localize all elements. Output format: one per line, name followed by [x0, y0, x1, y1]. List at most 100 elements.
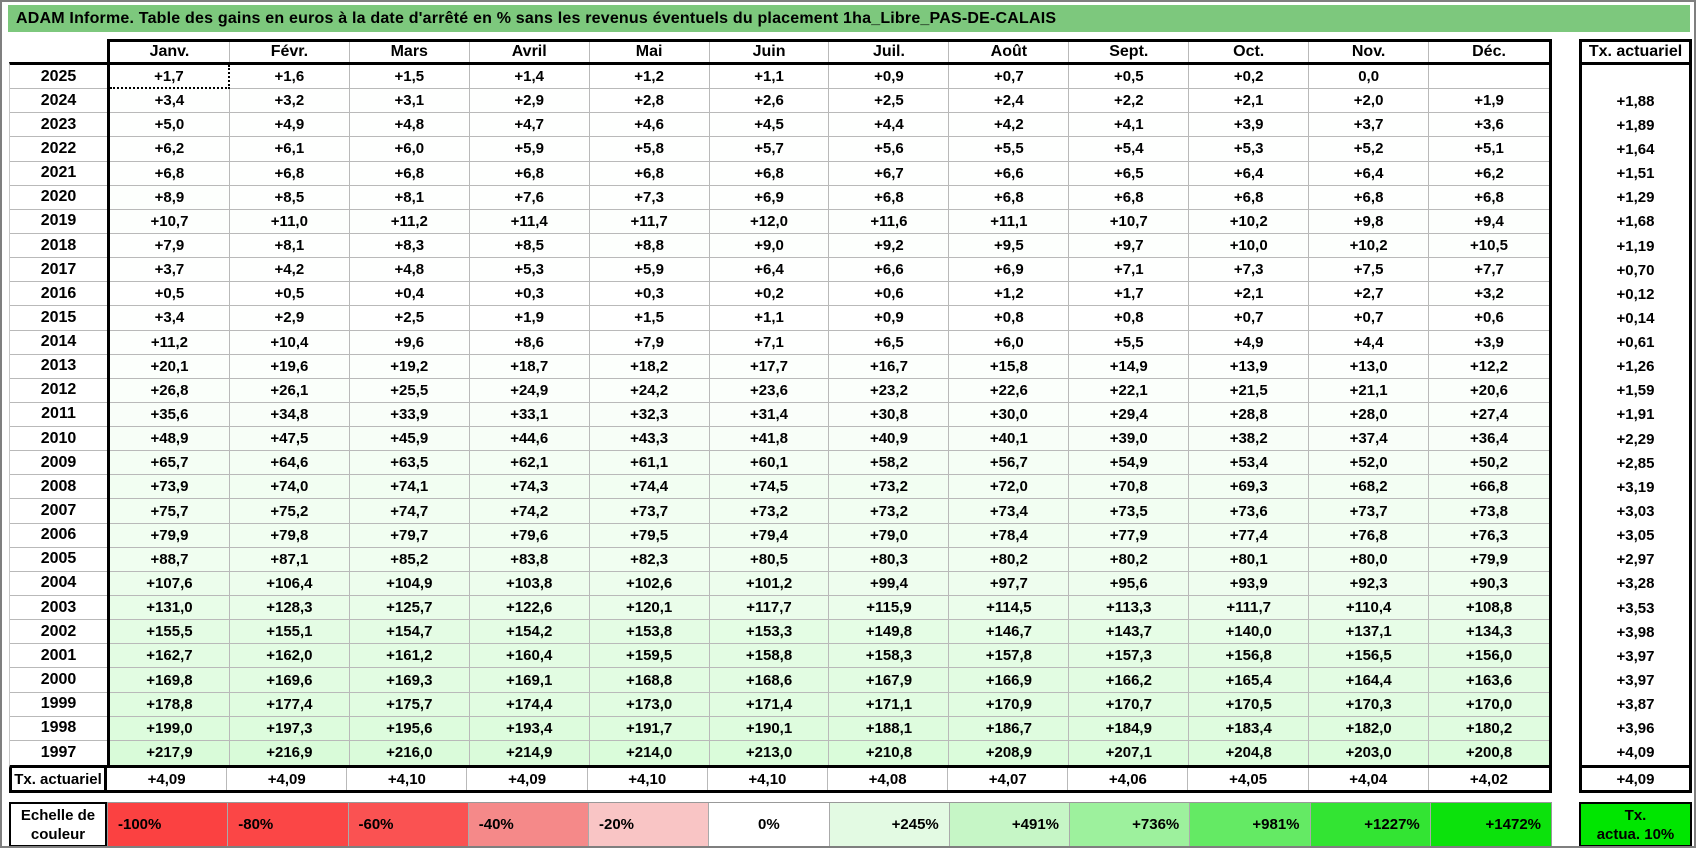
gain-cell[interactable]: +7,1 [1069, 258, 1190, 283]
gain-cell[interactable]: +6,8 [589, 161, 710, 186]
gain-cell[interactable]: +6,8 [349, 161, 470, 186]
gain-cell[interactable]: +6,5 [829, 330, 950, 355]
gain-cell[interactable]: +9,0 [709, 233, 830, 259]
tx-actuariel-cell[interactable]: +1,91 [1616, 406, 1655, 424]
gain-cell[interactable]: +2,6 [709, 89, 830, 114]
year-label[interactable]: 2010 [10, 427, 107, 452]
tx-actuariel-cell[interactable]: +0,61 [1616, 334, 1655, 352]
gain-cell[interactable]: +11,7 [589, 209, 710, 234]
gain-cell[interactable]: +0,8 [1069, 306, 1190, 331]
gain-cell[interactable]: +190,1 [709, 716, 830, 741]
gain-cell[interactable]: +32,3 [589, 402, 710, 428]
gain-cell[interactable]: +169,8 [110, 668, 230, 693]
gain-cell[interactable]: +3,1 [349, 89, 470, 114]
gain-cell[interactable]: +158,3 [829, 644, 950, 669]
gain-cell[interactable]: +6,4 [1189, 161, 1310, 186]
tx-actuariel-cell[interactable]: +2,97 [1616, 551, 1655, 569]
gain-cell[interactable]: +9,2 [829, 233, 950, 259]
year-label[interactable]: 2025 [10, 65, 107, 90]
tx-actuariel-cell[interactable]: +3,53 [1616, 599, 1655, 617]
gain-cell[interactable]: +11,0 [229, 209, 350, 234]
gain-cell[interactable]: +10,4 [229, 330, 350, 355]
tx-row-cell[interactable]: +4,02 [1469, 770, 1508, 788]
year-label[interactable]: 2019 [10, 210, 107, 234]
gain-cell[interactable]: +6,8 [1189, 185, 1310, 210]
gain-cell[interactable]: +1,1 [709, 65, 830, 90]
gain-cell[interactable]: +15,8 [949, 354, 1070, 379]
gain-cell[interactable]: +79,0 [829, 523, 950, 548]
gain-cell[interactable]: +21,5 [1189, 378, 1310, 403]
gain-cell[interactable]: +108,8 [1429, 596, 1549, 621]
gain-cell[interactable]: +76,3 [1429, 523, 1549, 548]
gain-cell[interactable]: +114,5 [949, 596, 1070, 621]
gain-cell[interactable]: +213,0 [709, 740, 830, 765]
tx-actuariel-cell[interactable]: +3,05 [1616, 527, 1655, 545]
gain-cell[interactable]: +166,9 [949, 668, 1070, 693]
gain-cell[interactable]: +168,6 [709, 668, 830, 693]
gain-cell[interactable]: +1,7 [110, 65, 230, 90]
gain-cell[interactable]: +8,1 [349, 185, 470, 210]
gain-cell[interactable]: +13,0 [1309, 354, 1430, 379]
year-label[interactable]: 2007 [10, 499, 107, 524]
year-label[interactable]: 2000 [10, 668, 107, 693]
gain-cell[interactable]: +68,2 [1309, 475, 1430, 500]
gain-cell[interactable]: +5,5 [949, 137, 1070, 162]
gain-cell[interactable]: +95,6 [1069, 571, 1190, 597]
gain-cell[interactable]: +208,9 [949, 740, 1070, 765]
gain-cell[interactable]: +128,3 [229, 596, 350, 621]
gain-cell[interactable]: +75,2 [229, 499, 350, 524]
gain-cell[interactable]: +200,8 [1429, 740, 1549, 765]
gain-cell[interactable]: +28,0 [1309, 402, 1430, 428]
gain-cell[interactable]: +9,5 [949, 233, 1070, 259]
gain-cell[interactable]: +73,6 [1189, 499, 1310, 524]
gain-cell[interactable]: +30,0 [949, 402, 1070, 428]
gain-cell[interactable]: +9,8 [1309, 209, 1430, 234]
tx-actuariel-cell[interactable]: +1,89 [1616, 116, 1655, 134]
gain-cell[interactable]: +0,5 [110, 282, 230, 307]
gain-cell[interactable]: +159,5 [589, 644, 710, 669]
gain-cell[interactable]: +182,0 [1309, 716, 1430, 741]
gain-cell[interactable]: +38,2 [1189, 427, 1310, 452]
gain-cell[interactable]: +0,9 [829, 65, 950, 90]
gain-cell[interactable]: +2,2 [1069, 89, 1190, 114]
gain-cell[interactable]: +97,7 [949, 571, 1070, 597]
gain-cell[interactable]: +155,1 [229, 620, 350, 645]
gain-cell[interactable]: +53,4 [1189, 451, 1310, 476]
gain-cell[interactable]: +77,9 [1069, 523, 1190, 548]
gain-cell[interactable]: +5,2 [1309, 137, 1430, 162]
gain-cell[interactable]: +9,6 [349, 330, 470, 355]
gain-cell[interactable]: +1,7 [1069, 282, 1190, 307]
gain-cell[interactable]: +0,7 [949, 65, 1070, 90]
gain-cell[interactable]: +75,7 [110, 499, 230, 524]
gain-cell[interactable]: +11,2 [349, 209, 470, 234]
gain-cell[interactable]: +8,8 [589, 233, 710, 259]
tx-row-cell[interactable]: +4,08 [828, 768, 949, 790]
tx-actuariel-cell[interactable]: +0,70 [1616, 261, 1655, 279]
gain-cell[interactable]: +11,2 [110, 330, 230, 355]
gain-cell[interactable]: +6,8 [1429, 185, 1549, 210]
gain-cell[interactable]: +6,8 [709, 161, 830, 186]
gain-cell[interactable]: +120,1 [589, 596, 710, 621]
gain-cell[interactable]: +8,3 [349, 233, 470, 259]
gain-cell[interactable]: +10,2 [1189, 209, 1310, 234]
gain-cell[interactable]: +11,4 [469, 209, 590, 234]
gain-cell[interactable]: +156,0 [1429, 644, 1549, 669]
year-label[interactable]: 2017 [10, 258, 107, 283]
gain-cell[interactable]: +62,1 [469, 451, 590, 476]
gain-cell[interactable]: +5,7 [709, 137, 830, 162]
gain-cell[interactable]: +217,9 [110, 740, 230, 765]
gain-cell[interactable]: +64,6 [229, 451, 350, 476]
gain-cell[interactable]: +2,9 [469, 89, 590, 114]
gain-cell[interactable]: +174,4 [469, 692, 590, 717]
tx-row-cell[interactable]: +4,06 [1068, 768, 1189, 790]
gain-cell[interactable]: +2,1 [1189, 89, 1310, 114]
gain-cell[interactable]: +0,3 [589, 282, 710, 307]
gain-cell[interactable]: +78,4 [949, 523, 1070, 548]
gain-cell[interactable]: +19,6 [229, 354, 350, 379]
gain-cell[interactable]: +143,7 [1069, 620, 1190, 645]
gain-cell[interactable]: +104,9 [349, 571, 470, 597]
gain-cell[interactable]: +79,8 [229, 523, 350, 548]
gain-cell[interactable]: +21,1 [1309, 378, 1430, 403]
gain-cell[interactable]: +0,3 [469, 282, 590, 307]
gain-cell[interactable]: +5,9 [469, 137, 590, 162]
